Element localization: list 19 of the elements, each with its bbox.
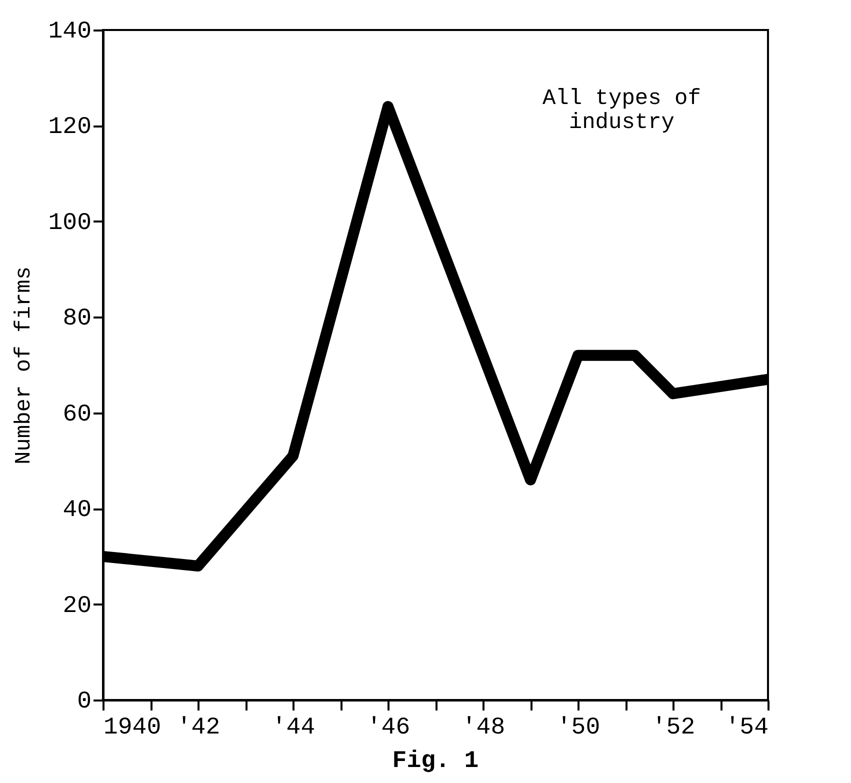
x-tick-label: '52 — [652, 714, 696, 742]
x-tick-label: 1940 — [104, 714, 162, 742]
y-axis-title: Number of firms — [11, 266, 36, 465]
y-tick-label: 100 — [48, 210, 92, 237]
x-tick-label: '50 — [556, 714, 600, 742]
y-tick-label: 60 — [62, 401, 92, 428]
x-tick-label: '44 — [272, 714, 316, 742]
y-tick-label: 0 — [77, 688, 92, 716]
y-tick-label: 20 — [62, 592, 92, 620]
y-tick-label: 80 — [62, 306, 92, 333]
x-tick-label: '42 — [176, 714, 220, 742]
y-tick-label: 120 — [48, 114, 92, 142]
y-tick-label: 140 — [48, 18, 92, 46]
annotation: All types of industry — [542, 86, 701, 135]
x-tick-label: '48 — [462, 714, 506, 742]
y-tick-label: 40 — [62, 497, 92, 524]
x-tick-label: '46 — [366, 714, 410, 742]
caption: Fig. 1 — [392, 748, 479, 775]
x-tick-label: '54 — [725, 714, 768, 742]
